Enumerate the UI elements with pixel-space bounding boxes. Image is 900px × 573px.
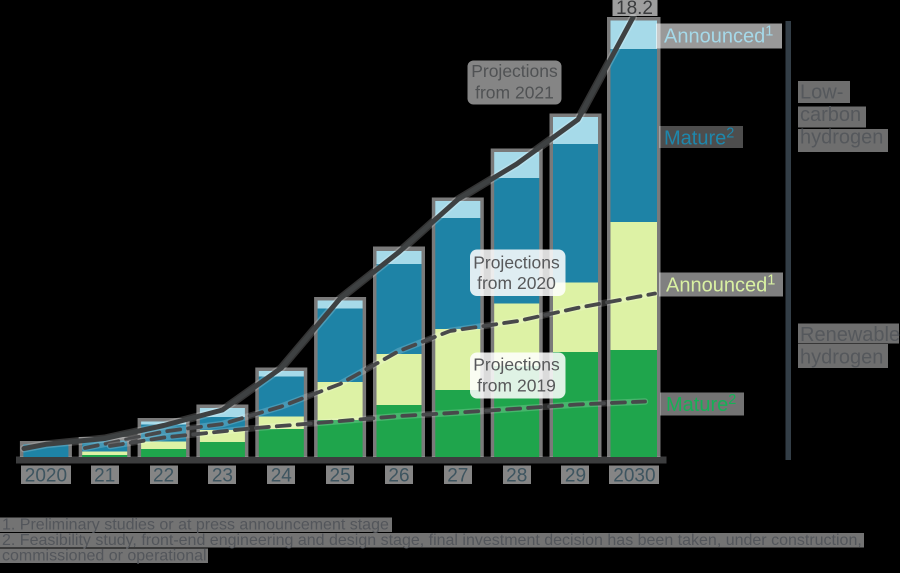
svg-text:2020: 2020: [25, 466, 67, 487]
svg-text:from 2021: from 2021: [475, 83, 554, 103]
svg-text:carbon: carbon: [800, 104, 861, 126]
svg-text:26: 26: [388, 466, 409, 487]
svg-text:Renewable: Renewable: [800, 324, 900, 346]
svg-text:28: 28: [506, 466, 527, 487]
svg-text:hydrogen: hydrogen: [800, 127, 883, 149]
svg-text:22: 22: [153, 466, 174, 487]
svg-text:Low-: Low-: [800, 82, 843, 104]
svg-text:from 2020: from 2020: [477, 273, 556, 293]
svg-text:18.2: 18.2: [616, 0, 653, 19]
svg-text:2030: 2030: [613, 466, 655, 487]
svg-text:Announced1: Announced1: [666, 273, 775, 297]
svg-text:25: 25: [330, 466, 351, 487]
svg-text:27: 27: [447, 466, 468, 487]
svg-text:from 2019: from 2019: [477, 376, 556, 396]
svg-text:1. Preliminary studies or at p: 1. Preliminary studies or at press annou…: [2, 517, 389, 534]
svg-text:Announced1: Announced1: [664, 24, 773, 48]
svg-text:24: 24: [271, 466, 293, 487]
svg-text:Projections: Projections: [473, 355, 560, 375]
svg-text:23: 23: [212, 466, 233, 487]
svg-text:commissioned or operational: commissioned or operational: [2, 548, 207, 565]
svg-text:Projections: Projections: [473, 253, 560, 273]
svg-text:29: 29: [565, 466, 586, 487]
svg-text:2. Feasibility study, front-en: 2. Feasibility study, front-end engineer…: [2, 532, 862, 549]
svg-text:Mature2: Mature2: [666, 392, 736, 416]
svg-text:21: 21: [94, 466, 115, 487]
svg-text:hydrogen: hydrogen: [800, 347, 883, 369]
svg-text:Projections: Projections: [471, 61, 558, 81]
svg-text:Mature2: Mature2: [664, 126, 734, 150]
